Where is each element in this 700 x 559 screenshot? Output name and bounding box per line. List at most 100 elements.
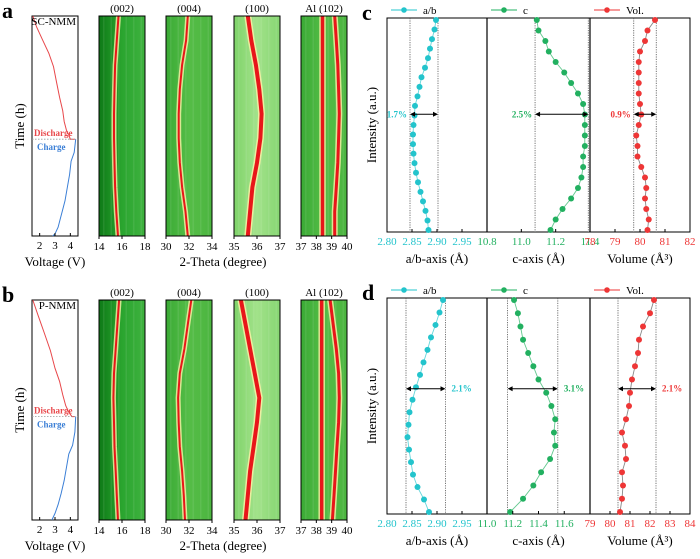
data-point <box>642 174 648 181</box>
data-point <box>422 207 429 214</box>
data-point <box>412 102 418 109</box>
data-point <box>414 484 421 491</box>
legend-label: Vol. <box>626 5 644 17</box>
x-tick-label: 32 <box>184 525 195 537</box>
peak-trace-secondary <box>328 299 341 521</box>
data-point <box>530 363 537 370</box>
heatmap-background <box>166 300 212 520</box>
data-point <box>535 376 542 383</box>
data-point <box>635 69 642 76</box>
data-point <box>405 421 412 428</box>
x-tick-label: 3 <box>52 240 58 252</box>
peak-trace <box>112 299 121 521</box>
data-point <box>426 509 432 515</box>
panel-label: b <box>2 282 14 307</box>
heatmap-title: (100) <box>245 3 269 15</box>
data-point <box>568 80 575 86</box>
data-point <box>530 482 537 489</box>
data-point <box>413 384 419 391</box>
x-tick-label: 34 <box>207 525 219 537</box>
data-point <box>644 227 651 233</box>
data-point <box>552 59 559 65</box>
heatmap-streak <box>342 16 344 236</box>
x-axis-title: c-axis (Å) <box>512 533 564 548</box>
data-point <box>647 310 653 317</box>
series-discharge-line <box>32 15 75 140</box>
heatmap-streak <box>312 300 314 520</box>
data-point <box>520 495 527 502</box>
legend-marker <box>604 7 610 13</box>
data-point <box>520 336 527 343</box>
heatmap-streak <box>185 300 187 520</box>
data-point <box>552 416 559 423</box>
x-tick-label: 3 <box>52 524 58 536</box>
data-point <box>511 297 518 303</box>
data-point <box>418 74 425 81</box>
panel-c: c Intensity (a.u.) a/b 1.7% 2.80 2.85 2.90 2.95… <box>362 0 696 266</box>
heatmap-title: (004) <box>177 3 201 15</box>
heatmap-streak <box>245 300 247 520</box>
arrowhead-right <box>583 111 589 117</box>
data-point <box>550 429 557 436</box>
change-percent: 2.5% <box>512 109 532 119</box>
sample-name: SC-NMM <box>31 16 76 28</box>
data-point <box>580 153 587 160</box>
data-point <box>427 45 433 52</box>
data-point <box>421 496 427 503</box>
peak-trace <box>113 15 120 237</box>
heatmap-streak <box>192 16 194 236</box>
data-point <box>636 336 642 343</box>
x-tick-label: 2.80 <box>377 518 397 530</box>
change-percent: 0.9% <box>611 109 631 119</box>
x-axis-title: Voltage (V) <box>25 538 86 553</box>
data-point <box>543 389 550 396</box>
data-point <box>422 64 428 71</box>
data-point <box>406 446 412 453</box>
arrowhead-left <box>535 111 541 117</box>
x-tick-label: 11.2 <box>546 236 565 248</box>
x-tick-label: 11.6 <box>555 518 574 530</box>
heatmap-streak <box>238 300 240 520</box>
x-tick-label: 32 <box>184 241 195 253</box>
heatmap-streak <box>133 16 135 236</box>
data-point <box>568 195 575 202</box>
x-axis-title: a/b-axis (Å) <box>406 533 468 548</box>
x-axis-title: 2-Theta (degree) <box>180 538 267 553</box>
arrowhead-right <box>552 386 558 392</box>
heatmap-streak <box>327 16 329 236</box>
x-tick-label: 37 <box>296 525 308 537</box>
y-axis-title: Intensity (a.u.) <box>364 368 379 444</box>
heatmap-streak <box>327 300 329 520</box>
x-tick-label: 82 <box>645 518 656 530</box>
data-point <box>424 217 431 224</box>
data-point <box>548 403 555 409</box>
x-tick-label: 4 <box>68 524 74 536</box>
data-point <box>409 396 416 403</box>
x-tick-label: 16 <box>117 525 129 537</box>
x-tick-label: 37 <box>296 241 308 253</box>
data-point <box>652 17 658 23</box>
x-tick-label: 37 <box>275 241 287 253</box>
data-point <box>619 429 625 436</box>
heatmap-title: (100) <box>245 287 269 299</box>
data-point <box>431 26 438 33</box>
series-discharge-line <box>32 299 75 418</box>
data-point <box>629 376 635 383</box>
x-tick-label: 81 <box>625 518 636 530</box>
data-point <box>581 122 588 128</box>
data-point <box>533 17 540 23</box>
data-point <box>643 185 650 191</box>
data-point <box>538 469 545 476</box>
heatmap-title: (002) <box>110 287 134 299</box>
arrowhead-left <box>410 111 415 117</box>
data-point <box>635 90 642 97</box>
data-point <box>406 409 413 416</box>
discharge-label: Discharge <box>34 406 73 416</box>
heatmap-streak <box>268 300 270 520</box>
x-tick-label: 2.80 <box>377 236 397 248</box>
data-point <box>410 141 416 148</box>
heatmap-background <box>99 300 145 520</box>
data-point <box>424 346 431 353</box>
data-point <box>580 101 587 107</box>
